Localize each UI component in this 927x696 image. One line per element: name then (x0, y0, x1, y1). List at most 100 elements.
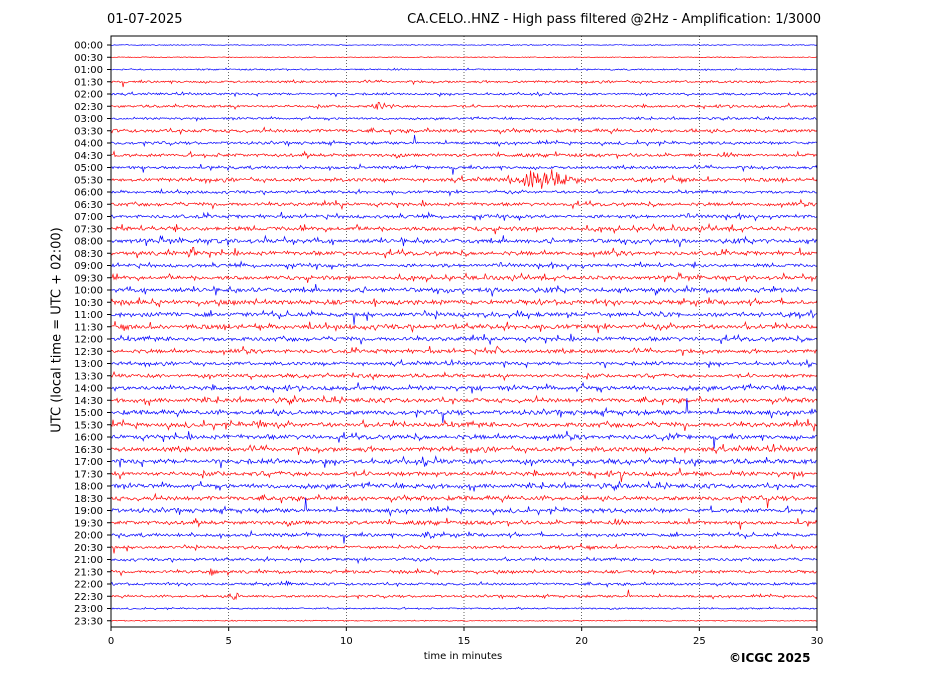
trace-0530 (110, 169, 818, 189)
y-tick-label: 04:00 (74, 139, 103, 150)
trace-1100 (110, 309, 818, 325)
copyright-label: ©ICGC 2025 (729, 651, 811, 665)
y-tick-label: 03:00 (74, 114, 103, 125)
y-tick-label: 19:30 (74, 518, 103, 529)
y-tick-label: 06:00 (74, 188, 103, 199)
trace-2000 (110, 529, 818, 544)
x-tick-label: 30 (811, 636, 824, 647)
y-tick-label: 02:30 (74, 102, 103, 113)
y-tick-label: 06:30 (74, 200, 103, 211)
trace-0830 (110, 246, 818, 259)
y-tick-label: 08:00 (74, 237, 103, 248)
trace-2300 (110, 606, 818, 611)
y-tick-label: 13:00 (74, 359, 103, 370)
y-tick-label: 10:30 (74, 298, 103, 309)
y-tick-label: 15:30 (74, 420, 103, 431)
y-tick-label: 07:00 (74, 212, 103, 223)
trace-1130 (110, 320, 818, 334)
plot-frame (110, 35, 818, 628)
y-tick-label: 08:30 (74, 249, 103, 260)
y-tick-label: 12:00 (74, 335, 103, 346)
y-tick-label: 09:30 (74, 273, 103, 284)
y-tick-label: 05:30 (74, 175, 103, 186)
trace-1630 (110, 443, 818, 456)
trace-0500 (110, 163, 818, 175)
y-tick-label: 00:00 (74, 41, 103, 52)
y-tick-label: 16:00 (74, 433, 103, 444)
y-tick-label: 03:30 (74, 126, 103, 137)
trace-0400 (110, 134, 818, 148)
x-tick-label: 25 (693, 636, 706, 647)
y-tick-label: 14:30 (74, 396, 103, 407)
trace-1730 (110, 467, 818, 483)
y-tick-label: 02:00 (74, 90, 103, 101)
trace-2230 (110, 589, 818, 601)
trace-0800 (110, 234, 818, 248)
trace-1430 (110, 394, 818, 406)
y-tick-label: 10:00 (74, 286, 103, 297)
trace-2330 (110, 619, 818, 622)
trace-2100 (110, 555, 818, 565)
trace-0030 (110, 56, 818, 59)
trace-0130 (110, 79, 818, 88)
trace-1930 (110, 517, 818, 530)
y-tick-label: 20:00 (74, 531, 103, 542)
x-tick-label: 20 (575, 636, 588, 647)
trace-2200 (110, 580, 818, 588)
trace-0330 (110, 126, 818, 136)
trace-1600 (110, 430, 818, 449)
trace-2030 (110, 542, 818, 554)
trace-0600 (110, 188, 818, 197)
x-tick-label: 0 (108, 636, 114, 647)
trace-0100 (110, 67, 818, 72)
y-tick-label: 15:00 (74, 408, 103, 419)
y-tick-label: 23:30 (74, 616, 103, 627)
y-tick-label: 21:00 (74, 555, 103, 566)
trace-0930 (110, 271, 818, 283)
y-tick-label: 22:00 (74, 580, 103, 591)
y-axis-label: UTC (local time = UTC + 02:00) (49, 227, 65, 433)
date-label: 01-07-2025 (107, 12, 183, 27)
trace-0300 (110, 115, 818, 122)
trace-0630 (110, 198, 818, 211)
y-tick-label: 19:00 (74, 506, 103, 517)
trace-1400 (110, 381, 818, 394)
trace-0730 (110, 222, 818, 235)
trace-1000 (110, 283, 818, 297)
trace-2130 (110, 567, 818, 577)
y-tick-label: 04:30 (74, 151, 103, 162)
trace-1330 (110, 370, 818, 382)
trace-0200 (110, 91, 818, 98)
y-tick-label: 23:00 (74, 604, 103, 615)
y-tick-label: 14:00 (74, 384, 103, 395)
trace-0700 (110, 211, 818, 222)
y-tick-label: 01:30 (74, 77, 103, 88)
trace-1830 (110, 492, 818, 509)
y-tick-label: 09:00 (74, 261, 103, 272)
y-tick-label: 11:30 (74, 322, 103, 333)
y-tick-label: 12:30 (74, 347, 103, 358)
y-tick-label: 20:30 (74, 543, 103, 554)
trace-0230 (110, 101, 818, 110)
y-tick-label: 17:30 (74, 469, 103, 480)
trace-1200 (110, 333, 818, 345)
trace-1030 (110, 297, 818, 308)
y-tick-label: 18:00 (74, 482, 103, 493)
y-tick-label: 11:00 (74, 310, 103, 321)
trace-1800 (110, 480, 818, 492)
trace-0900 (110, 260, 818, 271)
y-tick-label: 18:30 (74, 494, 103, 505)
y-tick-label: 17:00 (74, 457, 103, 468)
trace-0430 (110, 150, 818, 160)
trace-1700 (110, 455, 818, 469)
y-tick-label: 00:30 (74, 53, 103, 64)
x-tick-label: 5 (225, 636, 231, 647)
x-axis-label: time in minutes (423, 651, 503, 662)
trace-1500 (110, 397, 818, 423)
trace-0000 (110, 44, 818, 46)
y-tick-label: 01:00 (74, 65, 103, 76)
trace-1230 (110, 345, 818, 356)
trace-1530 (110, 418, 818, 432)
y-tick-label: 22:30 (74, 592, 103, 603)
